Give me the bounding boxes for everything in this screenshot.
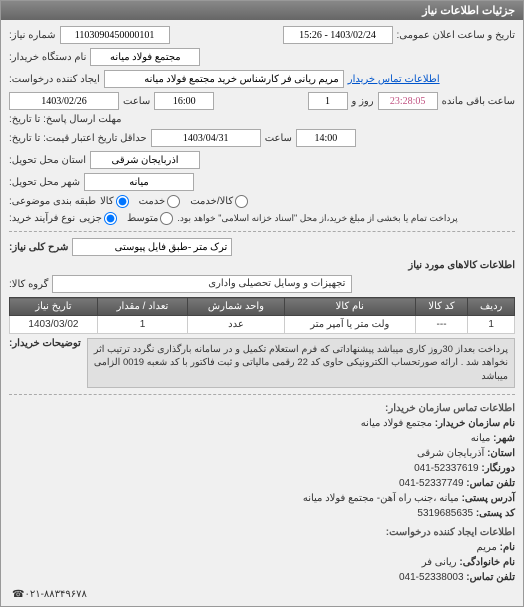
- remain-days-field: [308, 92, 348, 110]
- province-field[interactable]: [90, 151, 200, 169]
- cell-row: 1: [468, 316, 515, 334]
- cat-goods-service[interactable]: کالا/خدمت: [190, 195, 248, 208]
- th-code: کد کالا: [415, 298, 468, 316]
- creator-name: نام: مریم: [9, 540, 515, 555]
- panel-title: جزئیات اطلاعات نیاز: [1, 1, 523, 20]
- buyer-org-label: نام دستگاه خریدار:: [9, 52, 86, 63]
- footer: ۰۲۱-۸۸۳۴۹۶۷۸: [9, 585, 515, 600]
- proc-partial-label: جزیی: [79, 213, 102, 224]
- contact-postcode: کد پستی: 5319685635: [9, 506, 515, 521]
- contact-phone: تلفن تماس: 041-52337749: [9, 476, 515, 491]
- need-number-field[interactable]: [60, 26, 170, 44]
- city-field[interactable]: [84, 173, 194, 191]
- validity-label: حداقل تاریخ اعتبار قیمت: تا تاریخ:: [9, 133, 147, 144]
- creator-phone: تلفن تماس: 041-52338003: [9, 570, 515, 585]
- remain-time-field: [378, 92, 438, 110]
- table-row[interactable]: 1 --- ولت متر یا آمپر متر عدد 1 1403/03/…: [10, 316, 515, 334]
- creator-contact-title: اطلاعات ایجاد کننده درخواست:: [9, 525, 515, 540]
- contact-org: نام سازمان خریدار: مجتمع فولاد میانه: [9, 416, 515, 431]
- contact-city: شهر: میانه: [9, 431, 515, 446]
- proc-medium[interactable]: متوسط: [127, 212, 173, 225]
- need-details-panel: جزئیات اطلاعات نیاز تاریخ و ساعت اعلان ع…: [0, 0, 524, 607]
- creator-field[interactable]: [104, 70, 344, 88]
- contact-fax: دورنگار: 041-52337619: [9, 461, 515, 476]
- table-header-row: ردیف کد کالا نام کالا واحد شمارش تعداد /…: [10, 298, 515, 316]
- deadline-time-field[interactable]: [154, 92, 214, 110]
- creator-label: ایجاد کننده درخواست:: [9, 74, 100, 85]
- cell-date: 1403/03/02: [10, 316, 98, 334]
- summary-field[interactable]: [72, 238, 232, 256]
- divider-1: [9, 231, 515, 232]
- th-unit: واحد شمارش: [188, 298, 285, 316]
- process-label: نوع فرآیند خرید:: [9, 213, 75, 224]
- hotline: ۰۲۱-۸۸۳۴۹۶۷۸: [9, 589, 95, 600]
- row-province: استان محل تحویل:: [9, 151, 515, 169]
- row-summary: شرح کلی نیاز:: [9, 238, 515, 256]
- announce-field[interactable]: [283, 26, 393, 44]
- group-label: گروه کالا:: [9, 279, 48, 290]
- category-radios: کالا/خدمت خدمت کالا: [100, 195, 248, 208]
- remain-time-label: ساعت باقی مانده: [442, 96, 515, 107]
- cat-goods[interactable]: کالا: [100, 195, 129, 208]
- remain-days-label: روز و: [352, 96, 374, 107]
- proc-partial[interactable]: جزیی: [79, 212, 117, 225]
- notes-label: توضیحات خریدار:: [9, 338, 81, 349]
- contact-block: اطلاعات تماس سازمان خریدار: نام سازمان خ…: [9, 401, 515, 585]
- cell-unit: عدد: [188, 316, 285, 334]
- summary-label: شرح کلی نیاز:: [9, 242, 68, 253]
- contact-address: آدرس پستی: میانه ،جنب راه آهن- مجتمع فول…: [9, 491, 515, 506]
- row-group: تجهیزات و وسایل تحصیلی واداری گروه کالا:: [9, 275, 515, 293]
- cat-goods-service-label: کالا/خدمت: [190, 196, 233, 207]
- need-number-label: شماره نیاز:: [9, 30, 56, 41]
- buyer-contact-link[interactable]: اطلاعات تماس خریدار: [348, 74, 440, 85]
- row-validity: ساعت حداقل تاریخ اعتبار قیمت: تا تاریخ:: [9, 129, 515, 147]
- proc-medium-label: متوسط: [127, 213, 158, 224]
- cell-qty: 1: [97, 316, 187, 334]
- deadline-time-label: ساعت: [123, 96, 150, 107]
- contact-title: اطلاعات تماس سازمان خریدار:: [9, 401, 515, 416]
- group-field[interactable]: تجهیزات و وسایل تحصیلی واداری: [52, 275, 352, 293]
- validity-time-field[interactable]: [296, 129, 356, 147]
- city-label: شهر محل تحویل:: [9, 177, 80, 188]
- th-row: ردیف: [468, 298, 515, 316]
- category-label: طبقه بندی موضوعی:: [9, 196, 96, 207]
- process-radios: متوسط جزیی: [79, 212, 173, 225]
- items-section-title: اطلاعات کالاهای مورد نیاز: [9, 260, 515, 271]
- creator-lastname: نام خانوادگی: ریانی فر: [9, 555, 515, 570]
- cat-service[interactable]: خدمت: [139, 195, 181, 208]
- th-qty: تعداد / مقدار: [97, 298, 187, 316]
- divider-2: [9, 394, 515, 395]
- cat-service-label: خدمت: [139, 196, 166, 207]
- panel-body: تاریخ و ساعت اعلان عمومی: شماره نیاز: نا…: [1, 20, 523, 606]
- deadline-date-field[interactable]: [9, 92, 119, 110]
- row-need-number: تاریخ و ساعت اعلان عمومی: شماره نیاز:: [9, 26, 515, 44]
- notes-row: پرداخت بعداز 30روز کاری میباشد پیشنهادات…: [9, 338, 515, 388]
- cell-name: ولت متر یا آمپر متر: [284, 316, 415, 334]
- process-note: پرداخت تمام یا بخشی از مبلغ خرید،از محل …: [177, 213, 457, 224]
- notes-body: پرداخت بعداز 30روز کاری میباشد پیشنهادات…: [87, 338, 515, 388]
- announce-label: تاریخ و ساعت اعلان عمومی:: [397, 30, 516, 41]
- row-city: شهر محل تحویل:: [9, 173, 515, 191]
- row-creator: اطلاعات تماس خریدار ایجاد کننده درخواست:: [9, 70, 515, 88]
- cell-code: ---: [415, 316, 468, 334]
- th-name: نام کالا: [284, 298, 415, 316]
- cat-goods-label: کالا: [100, 196, 114, 207]
- row-buyer-org: نام دستگاه خریدار:: [9, 48, 515, 66]
- th-date: تاریخ نیاز: [10, 298, 98, 316]
- items-table: ردیف کد کالا نام کالا واحد شمارش تعداد /…: [9, 297, 515, 334]
- deadline-label: مهلت ارسال پاسخ: تا تاریخ:: [9, 114, 121, 125]
- row-category: کالا/خدمت خدمت کالا طبقه بندی موضوعی:: [9, 195, 515, 208]
- validity-date-field[interactable]: [151, 129, 261, 147]
- buyer-org-field[interactable]: [90, 48, 200, 66]
- row-deadline: ساعت باقی مانده روز و ساعت مهلت ارسال پا…: [9, 92, 515, 125]
- validity-time-label: ساعت: [265, 133, 292, 144]
- row-process: پرداخت تمام یا بخشی از مبلغ خرید،از محل …: [9, 212, 515, 225]
- province-label: استان محل تحویل:: [9, 155, 86, 166]
- contact-province: استان: آذربایجان شرقی: [9, 446, 515, 461]
